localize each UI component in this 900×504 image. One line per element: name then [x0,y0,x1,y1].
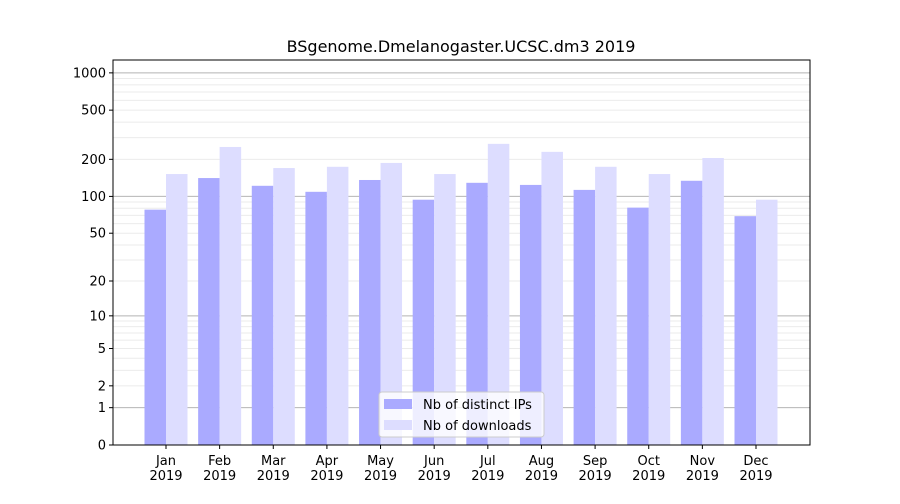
legend-swatch-ips [384,399,412,409]
bar-downloads [756,199,778,445]
bar-downloads [380,162,403,445]
x-tick-label: Jul 2019 [471,454,504,484]
bar-downloads [595,166,617,445]
legend-swatch-downloads [384,420,412,430]
x-tick-label: Aug 2019 [525,454,558,484]
y-tick-label: 50 [89,227,106,242]
bar-downloads [326,166,349,445]
bar-downloads [541,151,563,445]
bar-distinct-ips [519,184,542,445]
y-tick-label: 10 [89,309,106,324]
bar-distinct-ips [627,207,649,445]
chart-title: BSgenome.Dmelanogaster.UCSC.dm3 2019 [287,37,636,56]
bar-distinct-ips [680,180,703,445]
y-tick-label: 2 [98,379,106,394]
bar-downloads [702,158,724,445]
bar-distinct-ips [198,178,220,446]
y-axis: 0 1 2 5 10 20 50 100 200 500 1000 [73,66,113,454]
x-tick-label: Nov 2019 [686,454,719,484]
x-tick-label: Sep 2019 [579,454,612,484]
bar-distinct-ips [305,191,327,445]
bar-distinct-ips [251,185,274,446]
x-tick-label: Dec 2019 [739,454,772,484]
y-tick-label: 0 [98,439,106,454]
bars [144,143,778,446]
x-tick-label: Feb 2019 [203,454,236,484]
y-tick-label: 5 [98,342,106,357]
bar-distinct-ips [466,182,488,445]
legend-label-downloads: Nb of downloads [423,419,532,434]
bar-downloads [434,174,456,445]
bar-distinct-ips [573,189,596,445]
x-tick-label: Jan 2019 [149,454,182,484]
bar-downloads [273,168,295,446]
legend: Nb of distinct IPs Nb of downloads [378,391,545,438]
y-tick-label: 1 [98,401,106,416]
y-tick-label: 100 [81,190,106,205]
y-tick-label: 1000 [73,66,106,81]
y-tick-label: 200 [81,153,106,168]
bar-downloads [648,174,671,445]
x-tick-label: Mar 2019 [257,454,290,484]
bar-distinct-ips [359,179,381,445]
bar-distinct-ips [144,209,166,445]
x-axis: Jan 2019 Feb 2019 Mar 2019 Apr 2019 May 2019 Jun 20… [149,445,773,484]
bar-downloads [219,146,242,445]
legend-label-ips: Nb of distinct IPs [423,398,532,413]
bar-downloads [166,174,188,445]
x-tick-label: Oct 2019 [632,454,665,484]
bar-downloads [487,143,510,445]
bar-distinct-ips [412,199,435,445]
y-tick-label: 500 [81,104,106,119]
y-tick-label: 20 [89,275,106,290]
x-tick-label: Apr 2019 [310,454,343,484]
x-tick-label: Jun 2019 [418,454,451,484]
axes-frame [112,59,811,446]
bar-distinct-ips [734,216,756,445]
x-tick-label: May 2019 [364,454,397,484]
